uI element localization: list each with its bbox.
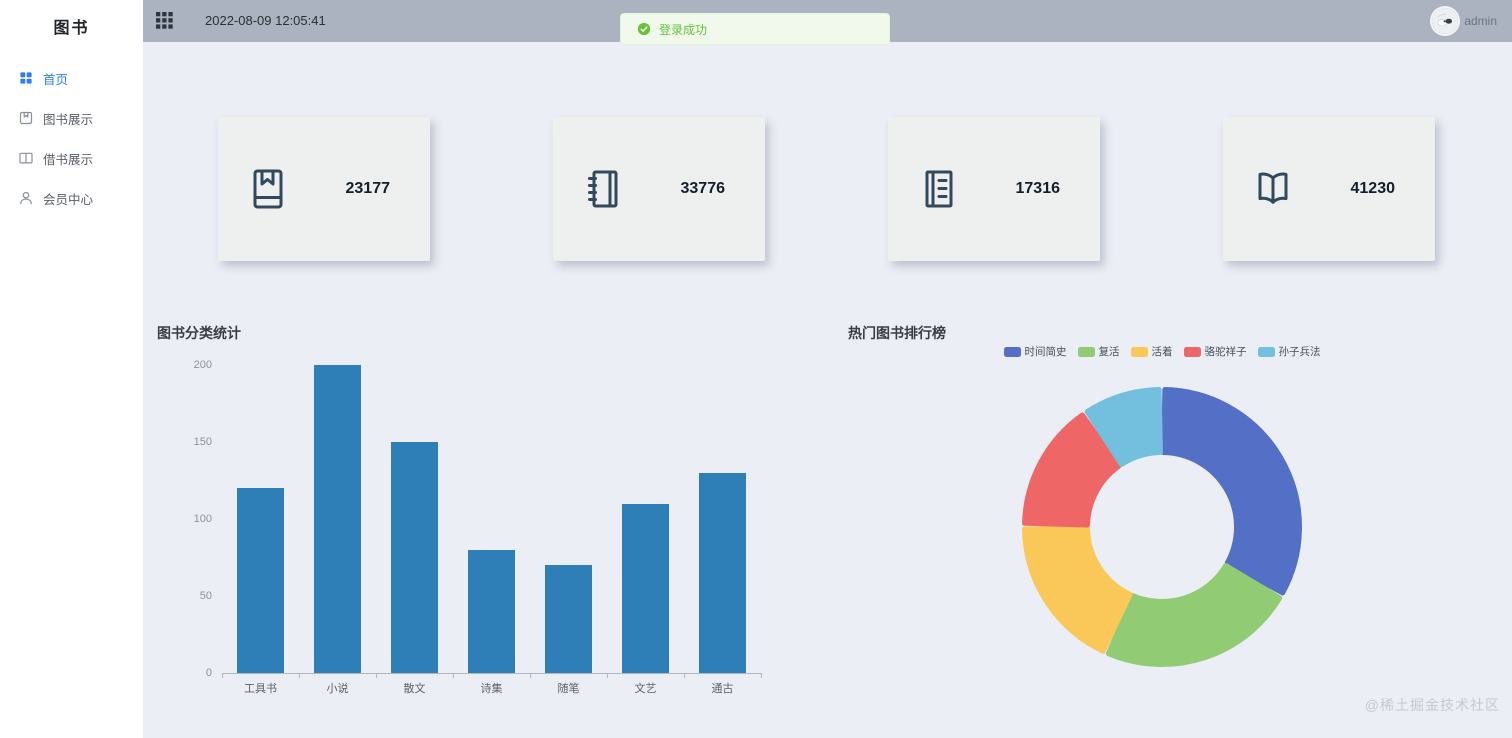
- sidebar: 图书 首页图书展示借书展示会员中心: [0, 0, 143, 738]
- x-axis-tick: [761, 673, 762, 678]
- bar: [391, 442, 438, 673]
- legend-item[interactable]: 时间简史: [1003, 344, 1067, 359]
- app-logo: 图书: [53, 20, 90, 37]
- sidebar-menu: 首页图书展示借书展示会员中心: [0, 58, 143, 218]
- stat-value: 17316: [1015, 180, 1061, 197]
- stat-card: 41230: [1223, 117, 1435, 261]
- legend-item[interactable]: 孙子兵法: [1257, 344, 1321, 359]
- legend-item[interactable]: 复活: [1077, 344, 1120, 359]
- x-axis-label: 通古: [711, 683, 734, 695]
- header-timestamp: 2022-08-09 12:05:41: [205, 13, 326, 28]
- legend-label: 时间简史: [1024, 346, 1067, 358]
- avatar: [1432, 8, 1459, 34]
- x-axis-label: 散文: [403, 683, 426, 695]
- legend-item[interactable]: 骆驼祥子: [1183, 344, 1247, 359]
- stat-card: 23177: [218, 117, 430, 261]
- y-axis-tick: 100: [193, 513, 212, 525]
- apps-grid-icon[interactable]: [156, 12, 173, 29]
- stat-value: 33776: [680, 180, 726, 197]
- bar: [237, 488, 284, 673]
- legend-label: 活着: [1151, 346, 1173, 358]
- x-axis-tick: [453, 673, 454, 678]
- notebook-icon: [579, 165, 627, 213]
- donut-slice: [1084, 387, 1163, 468]
- sidebar-item-label: 首页: [43, 72, 69, 87]
- success-toast: 登录成功: [620, 13, 890, 45]
- watermark: @稀土掘金技术社区: [1364, 697, 1500, 713]
- x-axis-label: 小说: [326, 683, 349, 695]
- user-icon: [18, 190, 34, 206]
- stat-card: 33776: [553, 117, 765, 261]
- open-book-icon: [18, 150, 34, 166]
- check-circle-icon: [637, 22, 651, 36]
- legend-label: 孙子兵法: [1278, 346, 1321, 358]
- pie-chart-title: 热门图书排行榜: [848, 325, 946, 341]
- username: admin: [1464, 14, 1497, 28]
- sidebar-item-label: 会员中心: [43, 192, 94, 207]
- main-area: 2022-08-09 12:05:41 admin: [143, 0, 1512, 738]
- bar: [468, 549, 515, 673]
- bar-chart-title: 图书分类统计: [157, 325, 241, 341]
- x-axis-tick: [222, 673, 223, 678]
- user-menu[interactable]: admin: [1432, 8, 1497, 34]
- bar: [622, 503, 669, 673]
- stat-cards-row: 23177 33776 17316 41230: [218, 117, 1435, 261]
- y-axis-tick: 50: [199, 590, 212, 602]
- stat-card: 17316: [888, 117, 1100, 261]
- y-axis-tick: 0: [205, 667, 212, 679]
- bar-chart: 0 50 100 150 200 工具书 小说 散文 诗集 随笔 文艺 通古: [194, 359, 762, 695]
- sidebar-item-label: 借书展示: [43, 152, 94, 167]
- sidebar-item-0[interactable]: 首页: [0, 58, 143, 98]
- toast-message: 登录成功: [659, 22, 708, 37]
- donut-slice: [1161, 387, 1302, 596]
- donut-slice: [1022, 525, 1133, 654]
- donut-chart: [1022, 387, 1302, 667]
- donut-slice: [1105, 562, 1283, 667]
- book-icon: [18, 110, 34, 126]
- legend-label: 复活: [1098, 346, 1120, 358]
- sidebar-item-label: 图书展示: [43, 112, 94, 127]
- sidebar-item-1[interactable]: 图书展示: [0, 98, 143, 138]
- legend-item[interactable]: 活着: [1130, 344, 1173, 359]
- bar: [314, 365, 361, 673]
- pie-legend: 时间简史 复活 活着 骆驼祥子 孙子兵法: [842, 344, 1482, 359]
- x-axis-label: 工具书: [244, 683, 277, 695]
- sidebar-item-2[interactable]: 借书展示: [0, 138, 143, 178]
- donut-slice: [1022, 412, 1122, 528]
- book-bookmark-icon: [244, 165, 292, 213]
- legend-swatch: [1077, 346, 1095, 357]
- x-axis-tick: [376, 673, 377, 678]
- x-axis-label: 随笔: [557, 683, 580, 695]
- y-axis-tick: 150: [193, 436, 212, 448]
- open-book-large-icon: [1249, 165, 1297, 213]
- legend-label: 骆驼祥子: [1204, 346, 1247, 358]
- stat-value: 23177: [345, 180, 391, 197]
- legend-swatch: [1183, 346, 1201, 357]
- home-grid-icon: [18, 70, 34, 86]
- y-axis-tick: 200: [193, 359, 212, 371]
- x-axis-tick: [530, 673, 531, 678]
- bar: [699, 472, 746, 673]
- sidebar-item-3[interactable]: 会员中心: [0, 178, 143, 218]
- x-axis-label: 文艺: [634, 683, 657, 695]
- stat-value: 41230: [1350, 180, 1396, 197]
- bar: [545, 565, 592, 673]
- x-axis-tick: [299, 673, 300, 678]
- legend-swatch: [1130, 346, 1148, 357]
- legend-swatch: [1257, 346, 1275, 357]
- x-axis-tick: [684, 673, 685, 678]
- x-axis-tick: [607, 673, 608, 678]
- ledger-icon: [914, 165, 962, 213]
- legend-swatch: [1003, 346, 1021, 357]
- x-axis-label: 诗集: [480, 683, 503, 695]
